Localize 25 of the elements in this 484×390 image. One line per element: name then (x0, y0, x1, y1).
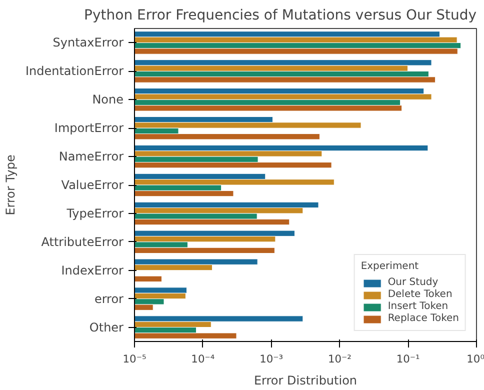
x-tick-label: 10⁻³ (260, 352, 284, 366)
y-tick-label: IndentationError (25, 64, 124, 78)
x-tick-label: 10⁻⁴ (191, 352, 215, 366)
x-axis-title: Error Distribution (254, 374, 358, 388)
y-tick-label: Other (89, 320, 124, 334)
legend-label: Replace Token (388, 313, 459, 324)
legend-label: Delete Token (388, 289, 452, 300)
y-tick-label: TypeError (66, 206, 124, 220)
y-tick-label: SyntaxError (52, 36, 124, 50)
y-tick-label: AttributeError (41, 234, 124, 249)
y-tick-label: NameError (58, 150, 124, 164)
x-tick-label: 10⁰ (466, 352, 484, 366)
y-tick-label: None (92, 92, 124, 107)
y-tick-label: IndexError (61, 263, 124, 278)
x-tick-label: 10⁻² (328, 352, 352, 366)
y-tick-label: error (94, 292, 124, 306)
y-axis-title: Error Type (3, 154, 18, 216)
legend-label: Insert Token (388, 301, 448, 312)
legend-title: Experiment (360, 261, 420, 272)
chart-title: Python Error Frequencies of Mutations versus Our Study (84, 8, 476, 24)
y-tick-label: ValueError (61, 178, 124, 192)
x-tick-label: 10⁻¹ (396, 352, 420, 366)
x-tick-label: 10⁻⁵ (122, 352, 146, 366)
y-tick-label: ImportError (54, 121, 124, 136)
legend-label: Our Study (388, 277, 438, 288)
